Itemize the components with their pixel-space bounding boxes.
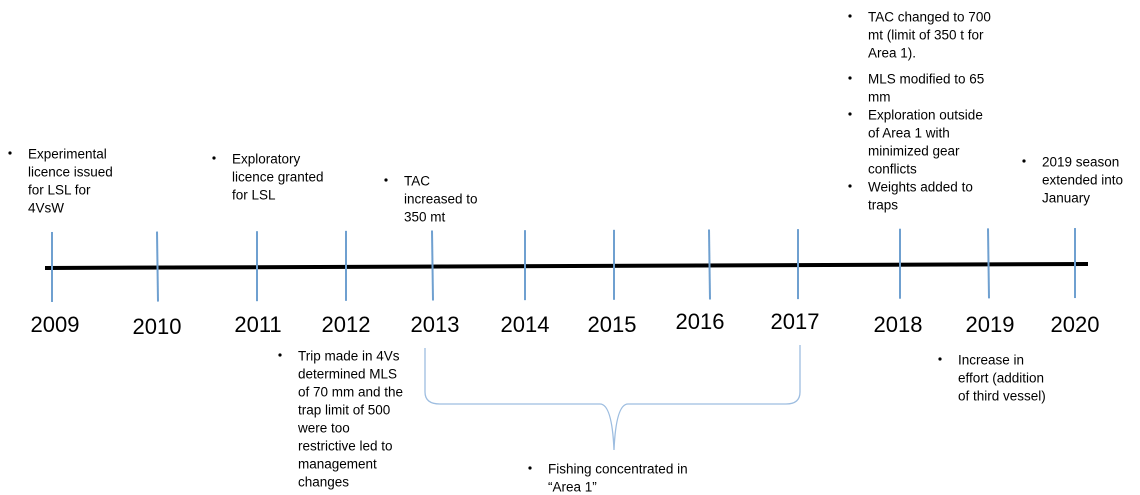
bullet	[278, 353, 282, 357]
note-line: traps	[868, 198, 898, 213]
year-tick	[708, 229, 711, 300]
note-line: MLS modified to 65	[868, 72, 984, 87]
bullet	[1022, 159, 1026, 163]
year-label: 2010	[133, 314, 182, 339]
year-label: 2018	[874, 312, 923, 337]
note-line: of 70 mm and the	[298, 385, 403, 400]
year-label: 2011	[234, 312, 281, 337]
note-line: Weights added to	[868, 180, 973, 195]
note-line: Fishing concentrated in	[548, 462, 688, 477]
note-line: Experimental	[28, 147, 107, 162]
year-label: 2017	[771, 309, 820, 334]
note-line: of Area 1 with	[868, 126, 950, 141]
note-line: 2019 season	[1042, 155, 1119, 170]
bullet	[938, 357, 942, 361]
year-label: 2015	[588, 312, 637, 337]
bullet	[848, 112, 852, 116]
bullet	[528, 466, 532, 470]
note-line: Exploration outside	[868, 108, 983, 123]
year-label: 2012	[322, 312, 371, 337]
year-tick	[431, 230, 434, 301]
note-line: Trip made in 4Vs	[298, 349, 400, 364]
note-line: for LSL	[232, 188, 276, 203]
note-line: minimized gear	[868, 144, 960, 159]
note-line: effort (addition	[958, 371, 1044, 386]
year-label: 2019	[966, 312, 1015, 337]
note-line: Area 1).	[868, 46, 916, 61]
bullet	[848, 184, 852, 188]
note-line: mt (limit of 350 t for	[868, 28, 984, 43]
note-line: were too	[297, 421, 350, 436]
note-line: mm	[868, 90, 891, 105]
note-line: extended into	[1042, 173, 1123, 188]
year-label: 2016	[676, 309, 725, 334]
note-line: TAC changed to 700	[868, 10, 991, 25]
bullet	[848, 76, 852, 80]
note-line: restrictive led to	[298, 439, 393, 454]
note-line: licence granted	[232, 170, 324, 185]
year-tick	[987, 228, 990, 299]
note-line: licence issued	[28, 165, 113, 180]
note-line: trap limit of 500	[298, 403, 390, 418]
year-label: 2020	[1051, 312, 1100, 337]
note-line: 350 mt	[404, 210, 446, 225]
bullet	[212, 156, 216, 160]
note-line: Increase in	[958, 353, 1024, 368]
period-brace	[424, 345, 801, 451]
note-line: of third vessel)	[958, 389, 1046, 404]
note-line: changes	[298, 475, 349, 490]
bullet	[8, 151, 12, 155]
note-line: January	[1042, 191, 1090, 206]
year-tick	[156, 231, 159, 302]
note-line: for LSL for	[28, 183, 91, 198]
note-line: TAC	[404, 174, 430, 189]
year-label: 2013	[411, 312, 460, 337]
note-line: “Area 1”	[548, 480, 597, 495]
year-label: 2014	[501, 312, 550, 337]
note-line: Exploratory	[232, 152, 301, 167]
note-line: conflicts	[868, 162, 917, 177]
bullet	[384, 178, 388, 182]
timeline-axis	[44, 262, 1089, 270]
note-line: management	[298, 457, 377, 472]
note-line: increased to	[404, 192, 478, 207]
bullet	[848, 14, 852, 18]
note-line: determined MLS	[298, 367, 397, 382]
note-line: 4VsW	[28, 201, 64, 216]
year-label: 2009	[31, 312, 80, 337]
